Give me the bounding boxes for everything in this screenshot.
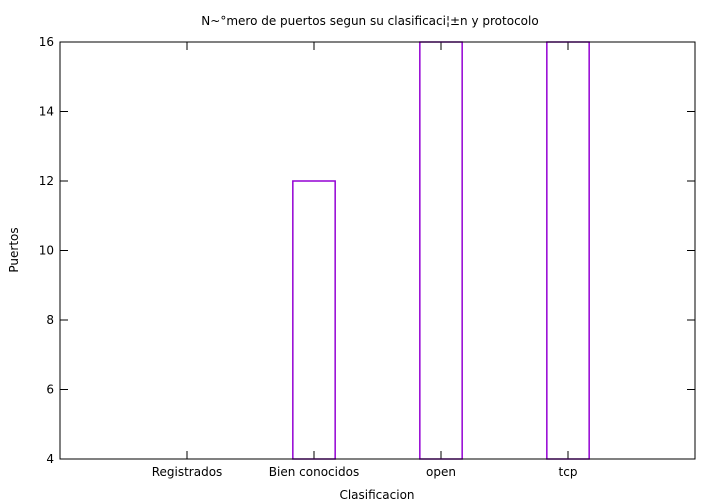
- y-tick-label: 16: [39, 35, 54, 49]
- y-tick-label: 12: [39, 174, 54, 188]
- bar: [419, 41, 463, 460]
- x-tick-label: tcp: [559, 465, 578, 479]
- bar: [292, 180, 336, 460]
- y-axis-label: Puertos: [7, 227, 21, 272]
- y-tick-label: 6: [46, 383, 54, 397]
- y-tick-label: 8: [46, 313, 54, 327]
- bars-group: [292, 41, 590, 460]
- y-tick-label: 4: [46, 452, 54, 466]
- x-axis-label: Clasificacion: [339, 488, 414, 502]
- x-tick-label: Bien conocidos: [269, 465, 359, 479]
- bar: [546, 41, 590, 460]
- chart-title: N~°mero de puertos segun su clasificaci¦…: [201, 14, 538, 28]
- x-tick-label: Registrados: [152, 465, 223, 479]
- plot-frame: [59, 41, 696, 460]
- y-axis: 4 6 8 10 12 14 16: [39, 35, 695, 466]
- y-tick-label: 14: [39, 105, 54, 119]
- y-tick-label: 10: [39, 244, 54, 258]
- x-tick-label: open: [426, 465, 456, 479]
- x-axis: Registrados Bien conocidos open tcp: [152, 42, 578, 479]
